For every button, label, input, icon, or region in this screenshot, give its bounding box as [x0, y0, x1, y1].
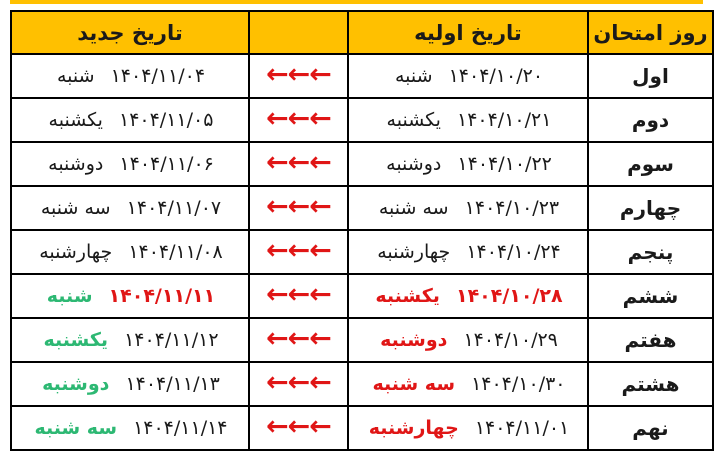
exam-day-cell: سوم: [587, 141, 714, 187]
initial-weekday: یکشنبه: [386, 109, 441, 131]
initial-date-value: ۱۴۰۴/۱۰/۳۰: [471, 373, 566, 395]
new-weekday: یکشنبه: [48, 109, 103, 131]
new-date-cell: ۱۴۰۴/۱۱/۱۲ یکشنبه: [10, 317, 250, 363]
table-row: هشتم ۱۴۰۴/۱۰/۳۰ سه شنبه ←←← ۱۴۰۴/۱۱/۱۳ د…: [10, 361, 714, 407]
initial-date-value: ۱۴۰۴/۱۱/۰۱: [474, 417, 570, 439]
initial-weekday: دوشنبه: [386, 153, 442, 175]
exam-day-cell: هشتم: [587, 361, 714, 407]
new-date-cell: ۱۴۰۴/۱۱/۱۴ سه شنبه: [10, 405, 250, 451]
header-row: روز امتحان تاریخ اولیه تاریخ جدید: [10, 10, 714, 55]
exam-day-cell: چهارم: [587, 185, 714, 231]
exam-day-cell: اول: [587, 53, 714, 99]
initial-date-cell: ۱۴۰۴/۱۰/۳۰ سه شنبه: [347, 361, 589, 407]
arrow-cell: ←←←: [248, 361, 349, 407]
new-weekday: سه شنبه: [34, 417, 118, 439]
initial-weekday: دوشنبه: [380, 329, 448, 351]
table-row: چهارم ۱۴۰۴/۱۰/۲۳ سه شنبه ←←← ۱۴۰۴/۱۱/۰۷ …: [10, 185, 714, 231]
new-weekday: یکشنبه: [43, 329, 109, 351]
triple-left-arrow-icon: ←←←: [266, 366, 332, 398]
initial-date-cell: ۱۴۰۴/۱۰/۲۹ دوشنبه: [347, 317, 589, 363]
table-row: سوم ۱۴۰۴/۱۰/۲۲ دوشنبه ←←← ۱۴۰۴/۱۱/۰۶ دوش…: [10, 141, 714, 187]
table-row: پنجم ۱۴۰۴/۱۰/۲۴ چهارشنبه ←←← ۱۴۰۴/۱۱/۰۸ …: [10, 229, 714, 275]
initial-weekday: سه شنبه: [378, 197, 449, 219]
triple-left-arrow-icon: ←←←: [266, 322, 332, 354]
triple-left-arrow-icon: ←←←: [266, 410, 332, 442]
table-row: نهم ۱۴۰۴/۱۱/۰۱ چهارشنبه ←←← ۱۴۰۴/۱۱/۱۴ س…: [10, 405, 714, 451]
new-date-value: ۱۴۰۴/۱۱/۰۴: [110, 65, 206, 87]
triple-left-arrow-icon: ←←←: [266, 146, 332, 178]
exam-day-cell: پنجم: [587, 229, 714, 275]
exam-day-cell: هفتم: [587, 317, 714, 363]
triple-left-arrow-icon: ←←←: [266, 58, 332, 90]
initial-date-value: ۱۴۰۴/۱۰/۲۰: [448, 65, 544, 87]
initial-weekday: یکشنبه: [375, 285, 440, 307]
table-row: دوم ۱۴۰۴/۱۰/۲۱ یکشنبه ←←← ۱۴۰۴/۱۱/۰۵ یکش…: [10, 97, 714, 143]
new-date-cell: ۱۴۰۴/۱۱/۰۶ دوشنبه: [10, 141, 250, 187]
initial-weekday: شنبه: [394, 65, 433, 87]
new-weekday: سه شنبه: [40, 197, 111, 219]
arrow-cell: ←←←: [248, 185, 349, 231]
arrow-cell: ←←←: [248, 317, 349, 363]
new-weekday: شنبه: [46, 285, 93, 307]
new-date-cell: ۱۴۰۴/۱۱/۱۱ شنبه: [10, 273, 250, 319]
initial-date-cell: ۱۴۰۴/۱۰/۲۱ یکشنبه: [347, 97, 589, 143]
initial-date-value: ۱۴۰۴/۱۰/۲۸: [455, 285, 563, 307]
new-weekday: دوشنبه: [48, 153, 104, 175]
initial-date-value: ۱۴۰۴/۱۰/۲۹: [463, 329, 558, 351]
new-date-value: ۱۴۰۴/۱۱/۱۲: [124, 329, 219, 351]
header-initial-date: تاریخ اولیه: [347, 10, 589, 55]
initial-date-value: ۱۴۰۴/۱۰/۲۴: [466, 241, 561, 263]
arrow-cell: ←←←: [248, 273, 349, 319]
arrow-cell: ←←←: [248, 229, 349, 275]
initial-weekday: سه شنبه: [372, 373, 456, 395]
new-date-value: ۱۴۰۴/۱۱/۰۸: [128, 241, 223, 263]
triple-left-arrow-icon: ←←←: [266, 278, 332, 310]
triple-left-arrow-icon: ←←←: [266, 234, 332, 266]
initial-date-cell: ۱۴۰۴/۱۱/۰۱ چهارشنبه: [347, 405, 589, 451]
triple-left-arrow-icon: ←←←: [266, 190, 332, 222]
new-date-value: ۱۴۰۴/۱۱/۰۵: [118, 109, 214, 131]
new-date-value: ۱۴۰۴/۱۱/۱۱: [108, 285, 216, 307]
header-arrows: [248, 10, 349, 55]
new-weekday: شنبه: [56, 65, 95, 87]
arrow-cell: ←←←: [248, 141, 349, 187]
new-date-cell: ۱۴۰۴/۱۱/۰۸ چهارشنبه: [10, 229, 250, 275]
new-date-cell: ۱۴۰۴/۱۱/۱۳ دوشنبه: [10, 361, 250, 407]
new-weekday: چهارشنبه: [39, 241, 113, 263]
new-weekday: دوشنبه: [42, 373, 110, 395]
new-date-cell: ۱۴۰۴/۱۱/۰۴ شنبه: [10, 53, 250, 99]
initial-date-value: ۱۴۰۴/۱۰/۲۱: [456, 109, 552, 131]
exam-day-cell: ششم: [587, 273, 714, 319]
new-date-cell: ۱۴۰۴/۱۱/۰۵ یکشنبه: [10, 97, 250, 143]
initial-date-cell: ۱۴۰۴/۱۰/۲۸ یکشنبه: [347, 273, 589, 319]
table-row: هفتم ۱۴۰۴/۱۰/۲۹ دوشنبه ←←← ۱۴۰۴/۱۱/۱۲ یک…: [10, 317, 714, 363]
initial-date-cell: ۱۴۰۴/۱۰/۲۳ سه شنبه: [347, 185, 589, 231]
new-date-cell: ۱۴۰۴/۱۱/۰۷ سه شنبه: [10, 185, 250, 231]
initial-weekday: چهارشنبه: [377, 241, 451, 263]
new-date-value: ۱۴۰۴/۱۱/۱۴: [133, 417, 228, 439]
table-row: اول ۱۴۰۴/۱۰/۲۰ شنبه ←←← ۱۴۰۴/۱۱/۰۴ شنبه: [10, 53, 714, 99]
initial-date-cell: ۱۴۰۴/۱۰/۲۴ چهارشنبه: [347, 229, 589, 275]
header-exam-day: روز امتحان: [587, 10, 714, 55]
table-row: ششم ۱۴۰۴/۱۰/۲۸ یکشنبه ←←← ۱۴۰۴/۱۱/۱۱ شنب…: [10, 273, 714, 319]
header-new-date: تاریخ جدید: [10, 10, 250, 55]
initial-date-cell: ۱۴۰۴/۱۰/۲۰ شنبه: [347, 53, 589, 99]
exam-day-cell: نهم: [587, 405, 714, 451]
new-date-value: ۱۴۰۴/۱۱/۰۷: [126, 197, 222, 219]
cropped-header-sliver: [10, 0, 703, 4]
initial-weekday: چهارشنبه: [368, 417, 459, 439]
triple-left-arrow-icon: ←←←: [266, 102, 332, 134]
exam-schedule-table: روز امتحان تاریخ اولیه تاریخ جدید اول ۱۴…: [10, 10, 714, 451]
arrow-cell: ←←←: [248, 405, 349, 451]
new-date-value: ۱۴۰۴/۱۱/۱۳: [125, 373, 220, 395]
initial-date-value: ۱۴۰۴/۱۰/۲۳: [464, 197, 560, 219]
initial-date-cell: ۱۴۰۴/۱۰/۲۲ دوشنبه: [347, 141, 589, 187]
new-date-value: ۱۴۰۴/۱۱/۰۶: [119, 153, 214, 175]
exam-day-cell: دوم: [587, 97, 714, 143]
arrow-cell: ←←←: [248, 53, 349, 99]
initial-date-value: ۱۴۰۴/۱۰/۲۲: [457, 153, 552, 175]
arrow-cell: ←←←: [248, 97, 349, 143]
